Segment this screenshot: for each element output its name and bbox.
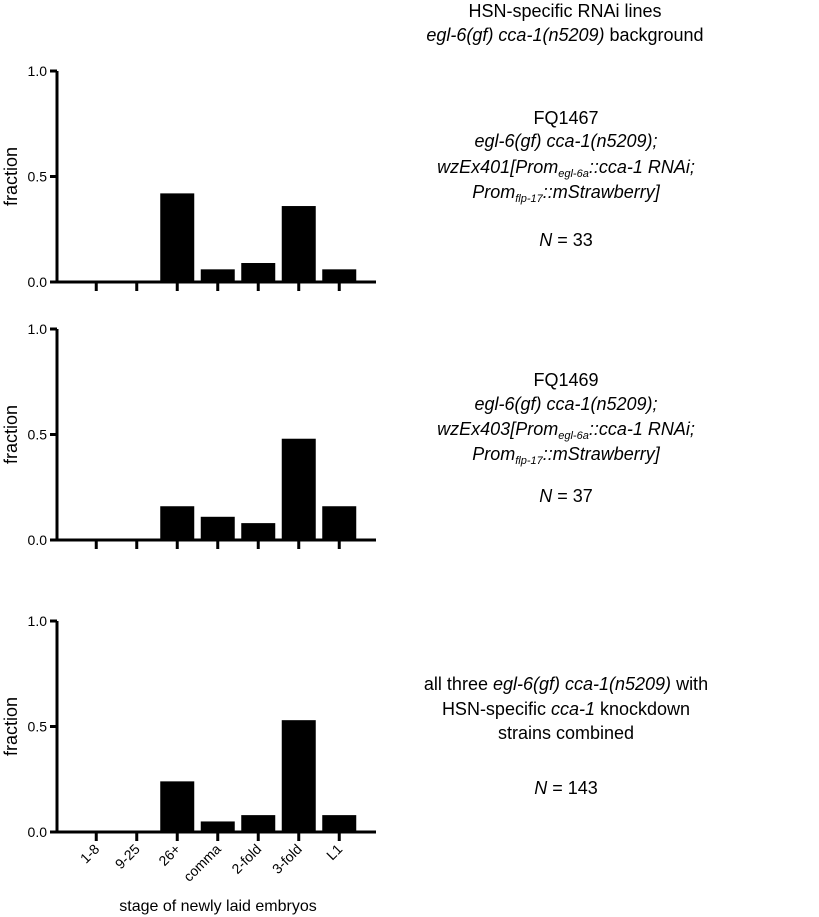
header-genotype: egl-6(gf) cca-1(n5209) (426, 25, 605, 45)
bar-L1 (322, 815, 357, 832)
x-tick-label: 26+ (155, 841, 183, 869)
bar-26+ (160, 781, 195, 832)
panel-2-prom-b-sub: flp-17 (515, 455, 543, 467)
panel-2-prom-b: Prom (472, 444, 516, 464)
panel-2-prom-a: Prom (515, 419, 559, 439)
y-tick-label: 0.0 (28, 532, 48, 548)
panel-1-prom-a: Prom (515, 157, 559, 177)
panel-2-prom-a-rest: ::cca-1 RNAi; (588, 419, 695, 439)
panel-3-n-value: = 143 (547, 778, 598, 798)
bar-3-fold (281, 438, 316, 540)
panel-3-n: N = 143 (466, 777, 666, 800)
y-axis-label: fraction (1, 405, 21, 464)
header-background-word: background (604, 25, 704, 45)
y-tick-label: 0.0 (28, 274, 48, 290)
panel-3-line-2-post: knockdown (594, 699, 691, 719)
panel-3-genotype: egl-6(gf) cca-1(n5209) (492, 674, 672, 694)
x-tick-label: 9-25 (112, 841, 143, 872)
chart-panel-2: 0.0 0.5 1.0 fraction (1, 321, 376, 549)
panel-2-n-label: N (539, 486, 553, 506)
bar-26+ (160, 193, 195, 282)
header-line-2: egl-6(gf) cca-1(n5209) background (390, 24, 740, 47)
panel-1-reporter: Promflp-17::mStrawberry] (416, 181, 716, 205)
header-line-1: HSN-specific RNAi lines (468, 1, 662, 21)
panel-2-strain: FQ1469 (533, 370, 599, 390)
panel-2-array: wzEx403[Promegl-6a::cca-1 RNAi; (437, 419, 695, 442)
bar-comma (200, 821, 235, 832)
y-tick-label: 1.0 (28, 613, 48, 629)
x-tick-label: 2-fold (228, 841, 264, 877)
panel-1-strain: FQ1467 (533, 108, 599, 128)
panel-1-array: wzEx401[Promegl-6a::cca-1 RNAi; (437, 157, 695, 180)
bar-2-fold (241, 263, 276, 282)
x-tick-label: L1 (323, 841, 345, 863)
x-axis-label: stage of newly laid embryos (119, 898, 316, 915)
panel-1-prom-a-rest: ::cca-1 RNAi; (588, 157, 695, 177)
y-tick-label: 0.5 (28, 719, 48, 735)
y-axis-label: fraction (1, 697, 21, 756)
bar-2-fold (241, 523, 276, 540)
panel-1-prom-b-sub: flp-17 (515, 193, 543, 205)
x-tick-label: comma (180, 841, 224, 885)
y-tick-label: 1.0 (28, 321, 48, 337)
panel-2-array-name: wzEx403 (437, 419, 511, 439)
panel-1-prom-a-sub: egl-6a (558, 168, 589, 180)
y-axis-label: fraction (1, 147, 21, 206)
panel-1-prom-b: Prom (472, 182, 516, 202)
panel-2-n-value: = 37 (552, 486, 593, 506)
panel-2-reporter: Promflp-17::mStrawberry] (416, 443, 716, 467)
y-tick-label: 0.0 (28, 824, 48, 840)
panel-1-genotype: egl-6(gf) cca-1(n5209); (474, 131, 658, 151)
bar-26+ (160, 506, 195, 540)
panel-3-line-2-pre: HSN-specific (441, 699, 551, 719)
panel-3-line-1-pre: all three (423, 674, 493, 694)
bar-L1 (322, 269, 357, 282)
x-tick-label: 1-8 (77, 841, 103, 867)
bar-3-fold (281, 206, 316, 282)
bar-3-fold (281, 720, 316, 832)
panel-3-line-1-post: with (671, 674, 709, 694)
panel-1-n: N = 33 (466, 229, 666, 252)
y-tick-label: 1.0 (28, 63, 48, 79)
panel-1-n-value: = 33 (552, 230, 593, 250)
bar-comma (200, 269, 235, 282)
panel-3-line-3: strains combined (497, 723, 635, 743)
bar-L1 (322, 506, 357, 540)
chart-panel-3: 0.0 0.5 1.0 fraction 1-8 9-25 26+comma 2-fold 3-… (1, 613, 376, 915)
panel-3-gene: cca-1 (550, 699, 595, 719)
y-tick-label: 0.5 (28, 169, 48, 185)
panel-2-prom-b-rest: ::mStrawberry] (542, 444, 660, 464)
panel-3-line-1: all three egl-6(gf) cca-1(n5209) with (366, 673, 766, 696)
y-tick-label: 0.5 (28, 427, 48, 443)
panel-3-line-2: HSN-specific cca-1 knockdown (366, 698, 766, 721)
panel-3-n-label: N (534, 778, 548, 798)
bar-2-fold (241, 815, 276, 832)
panel-2-prom-a-sub: egl-6a (558, 430, 589, 442)
x-tick-label: 3-fold (269, 841, 305, 877)
chart-panel-1: 0.0 0.5 1.0 fraction (1, 63, 376, 291)
panel-1-array-name: wzEx401 (437, 157, 511, 177)
panel-1-n-label: N (539, 230, 553, 250)
panel-2-n: N = 37 (466, 485, 666, 508)
bar-comma (200, 516, 235, 540)
panel-2-genotype: egl-6(gf) cca-1(n5209); (474, 394, 658, 414)
panel-1-prom-b-rest: ::mStrawberry] (542, 182, 660, 202)
